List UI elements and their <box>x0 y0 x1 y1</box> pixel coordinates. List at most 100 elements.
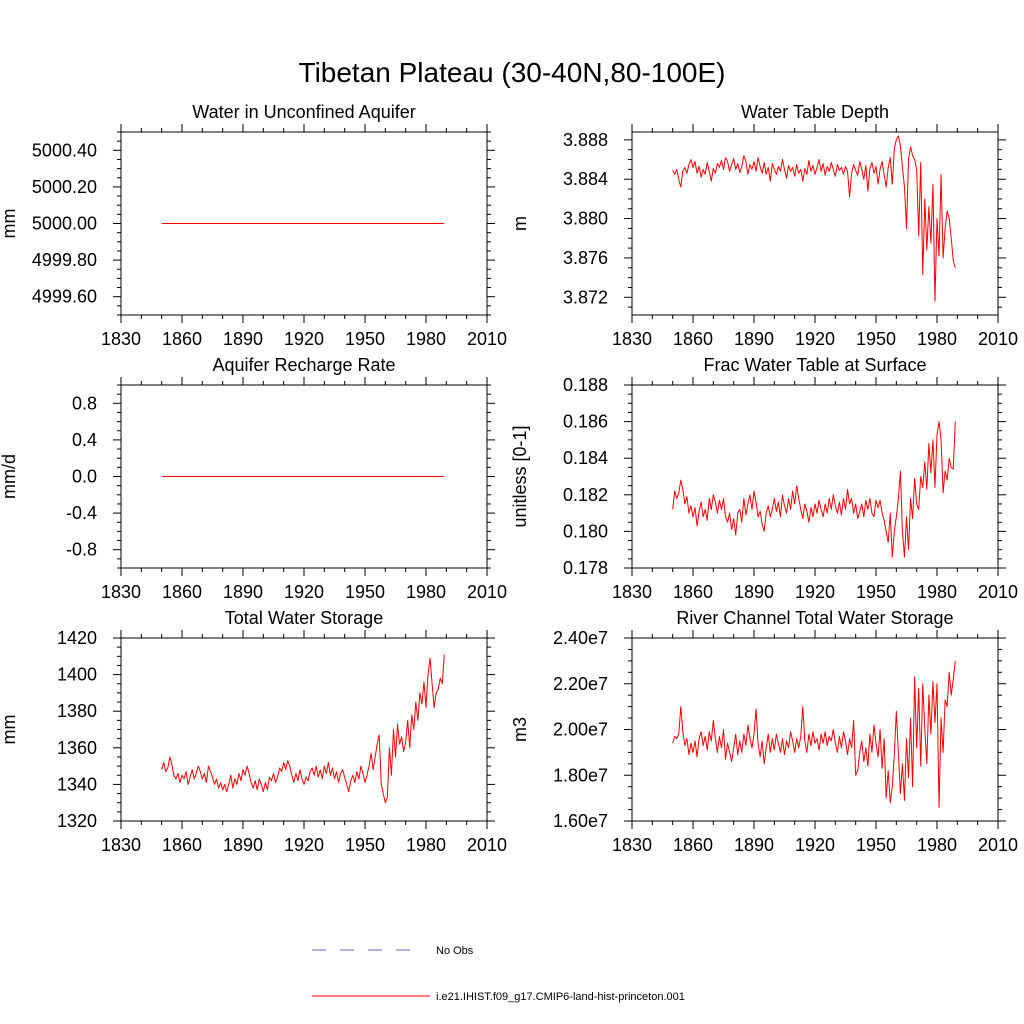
main-title: Tibetan Plateau (30-40N,80-100E) <box>299 57 726 88</box>
panel-title: Total Water Storage <box>225 608 383 628</box>
x-tick-label: 1950 <box>856 329 896 349</box>
x-tick-label: 1920 <box>284 329 324 349</box>
series-line <box>672 660 956 808</box>
x-tick-label: 1980 <box>917 582 957 602</box>
panel-title: Water in Unconfined Aquifer <box>192 102 415 122</box>
x-tick-label: 1830 <box>101 582 141 602</box>
y-tick-label: 3.876 <box>563 248 608 268</box>
x-tick-label: 1890 <box>734 329 774 349</box>
x-tick-label: 1920 <box>795 329 835 349</box>
x-tick-label: 1890 <box>223 835 263 855</box>
x-tick-label: 1980 <box>917 329 957 349</box>
x-tick-label: 2010 <box>978 329 1018 349</box>
x-tick-label: 1980 <box>917 835 957 855</box>
y-tick-label: 0.188 <box>563 375 608 395</box>
x-tick-label: 2010 <box>467 329 507 349</box>
y-tick-label: 4999.80 <box>32 250 97 270</box>
x-tick-label: 1920 <box>284 582 324 602</box>
y-tick-label: 2.00e7 <box>553 720 608 740</box>
y-tick-label: 3.872 <box>563 287 608 307</box>
panel-5: Total Water Storage 1830 1860 1890 1920 1950 1… <box>0 608 507 855</box>
x-tick-label: 1920 <box>795 582 835 602</box>
y-tick-label: 0.0 <box>72 467 97 487</box>
series-line <box>672 421 956 558</box>
y-tick-label: 1360 <box>57 738 97 758</box>
x-tick-label: 1830 <box>101 329 141 349</box>
x-tick-label: 1860 <box>162 329 202 349</box>
series-line <box>161 654 445 804</box>
plot-frame <box>120 637 488 822</box>
x-tick-label: 1830 <box>612 835 652 855</box>
y-tick-label: 5000.20 <box>32 177 97 197</box>
plot-frame <box>631 384 999 569</box>
x-tick-label: 1890 <box>734 835 774 855</box>
y-axis-label: m <box>510 216 530 231</box>
y-tick-label: 1.80e7 <box>553 765 608 785</box>
x-tick-label: 1860 <box>673 835 713 855</box>
x-tick-label: 1860 <box>673 329 713 349</box>
y-axis-label: mm <box>0 209 19 239</box>
y-tick-label: 0.182 <box>563 485 608 505</box>
y-tick-label: 5000.40 <box>32 140 97 160</box>
panel-title: Water Table Depth <box>741 102 889 122</box>
y-axis-label: m3 <box>510 717 530 742</box>
panel-title: River Channel Total Water Storage <box>676 608 953 628</box>
x-tick-label: 2010 <box>467 582 507 602</box>
y-tick-label: 0.8 <box>72 393 97 413</box>
x-tick-label: 2010 <box>467 835 507 855</box>
y-tick-label: 0.178 <box>563 558 608 578</box>
plot-frame <box>631 637 999 822</box>
y-tick-label: 3.884 <box>563 169 608 189</box>
y-tick-label: 5000.00 <box>32 214 97 234</box>
y-tick-label: -0.8 <box>66 540 97 560</box>
y-tick-label: 3.888 <box>563 130 608 150</box>
x-tick-label: 1980 <box>406 835 446 855</box>
x-tick-label: 1890 <box>223 582 263 602</box>
panel-title: Aquifer Recharge Rate <box>212 355 395 375</box>
x-tick-label: 1980 <box>406 582 446 602</box>
y-tick-label: 1400 <box>57 665 97 685</box>
y-tick-label: 0.4 <box>72 430 97 450</box>
x-tick-label: 1950 <box>856 835 896 855</box>
panel-1: Water in Unconfined Aquifer 1830 1860 1890 1… <box>0 102 507 349</box>
legend-model-label: i.e21.IHIST.f09_g17.CMIP6-land-hist-prin… <box>436 991 685 1003</box>
x-tick-label: 2010 <box>978 582 1018 602</box>
y-tick-label: 0.186 <box>563 412 608 432</box>
y-tick-label: 2.20e7 <box>553 674 608 694</box>
y-tick-label: 1.60e7 <box>553 811 608 831</box>
y-tick-label: 1380 <box>57 701 97 721</box>
x-tick-label: 1950 <box>856 582 896 602</box>
x-tick-label: 1830 <box>612 582 652 602</box>
x-tick-label: 1920 <box>284 835 324 855</box>
y-axis-label: unitless [0-1] <box>510 425 530 527</box>
x-tick-label: 1860 <box>162 835 202 855</box>
series-line <box>672 135 956 302</box>
y-tick-label: 0.184 <box>563 448 608 468</box>
y-tick-label: -0.4 <box>66 503 97 523</box>
panels: Water in Unconfined Aquifer 1830 1860 1890 1… <box>0 102 1018 855</box>
panel-title: Frac Water Table at Surface <box>703 355 926 375</box>
panel-4: Frac Water Table at Surface 1830 1860 1890 1… <box>510 355 1018 602</box>
y-tick-label: 1340 <box>57 774 97 794</box>
y-axis-label: mm/d <box>0 454 19 499</box>
y-tick-label: 3.880 <box>563 209 608 229</box>
y-tick-label: 2.40e7 <box>553 628 608 648</box>
x-tick-label: 1980 <box>406 329 446 349</box>
x-tick-label: 1950 <box>345 329 385 349</box>
x-tick-label: 1830 <box>101 835 141 855</box>
panel-6: River Channel Total Water Storage 1830 186… <box>510 608 1018 855</box>
x-tick-label: 1950 <box>345 835 385 855</box>
panel-2: Water Table Depth 1830 1860 1890 1920 1950 198… <box>510 102 1018 349</box>
x-tick-label: 1830 <box>612 329 652 349</box>
x-tick-label: 1860 <box>673 582 713 602</box>
y-tick-label: 4999.60 <box>32 287 97 307</box>
y-tick-label: 1420 <box>57 628 97 648</box>
x-tick-label: 1890 <box>734 582 774 602</box>
plot-frame <box>631 131 999 316</box>
y-tick-label: 1320 <box>57 811 97 831</box>
x-tick-label: 1950 <box>345 582 385 602</box>
x-tick-label: 1920 <box>795 835 835 855</box>
y-axis-label: mm <box>0 715 19 745</box>
panel-3: Aquifer Recharge Rate 1830 1860 1890 1920 195… <box>0 355 507 602</box>
